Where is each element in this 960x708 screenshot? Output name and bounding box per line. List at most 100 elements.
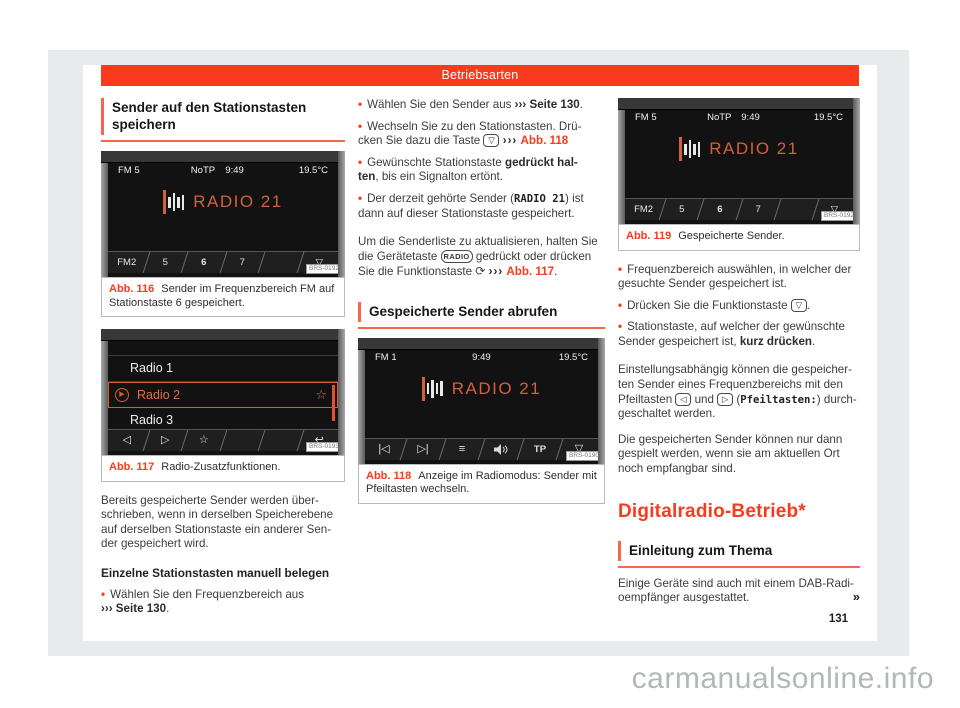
column-left: Sender auf den Stationstasten speichern …	[101, 98, 345, 624]
temperature-label: 19.5°C	[813, 112, 843, 123]
display-bezel-top	[358, 337, 605, 350]
station-name: RADIO 21	[451, 378, 542, 398]
now-playing: RADIO 21	[625, 134, 853, 164]
list-item: Radio 1	[108, 355, 338, 382]
band-label: FM 5	[118, 165, 140, 176]
display-statusbar: FM 5 NoTP 9:49 19.5°C	[625, 112, 853, 126]
figure-label: Abb. 117	[109, 461, 155, 473]
play-icon: ▶	[115, 388, 129, 402]
signal-bars-icon	[679, 137, 701, 161]
page-number: 131	[828, 613, 848, 625]
figure-reference[interactable]: Abb. 117	[506, 265, 555, 279]
now-playing: RADIO 21	[365, 374, 598, 404]
figure-116: FM 5 NoTP 9:49 19.5°C RADIO 21 FM2 5 6 7	[101, 151, 345, 317]
function-key-row: |◁ ▷| ≡ TP ▽	[365, 437, 598, 460]
preset-key-fm2: FM2	[634, 204, 654, 215]
radio-display-117: Radio 1 ▶ Radio 2 ☆ Radio 3 ◁ ▷ ☆	[101, 329, 345, 455]
down-arrow-key: ▽	[574, 442, 584, 455]
left-arrow-key: ◁	[122, 434, 131, 446]
display-bezel-top	[618, 98, 860, 110]
paragraph-dab: Einige Geräte sind auch mit einem DAB-Ra…	[618, 576, 860, 605]
figure-label: Abb. 116	[109, 283, 155, 295]
figure-label: Abb. 118	[366, 469, 412, 482]
figure-reference[interactable]: Abb. 118	[520, 134, 569, 148]
paragraph-pfeiltasten: Einstellungsabhängig können die gespeich…	[618, 363, 857, 421]
section-heading-stationstasten: Sender auf den Stationstasten speichern	[101, 98, 345, 142]
column-middle: Wählen Sie den Sender aus ››› Seite 130.…	[358, 98, 605, 516]
preset-key-5: 5	[679, 204, 685, 215]
figure-119-caption: Abb. 119 Gespeicherte Sender.	[618, 224, 860, 251]
preset-key-7: 7	[755, 204, 761, 215]
section-heading-abrufen: Gespeicherte Sender abrufen	[358, 301, 605, 329]
preset-key-6: 6	[201, 257, 207, 268]
next-station-key: ▷|	[417, 442, 429, 455]
paragraph-senderliste: Um die Senderliste zu aktualisieren, hal…	[358, 235, 598, 279]
radio-display-118: FM 1 9:49 19.5°C RADIO 21 |◁ ▷| ≡ TP	[358, 337, 605, 464]
signal-bars-icon	[421, 376, 443, 401]
station-list: Radio 1 ▶ Radio 2 ☆ Radio 3	[108, 355, 338, 434]
chapter-heading-digitalradio: Digitalradio-Betrieb*	[618, 500, 806, 522]
display-bezel-top	[101, 151, 345, 163]
down-arrow-key: ▽	[830, 204, 839, 215]
preset-key-5: 5	[162, 257, 168, 268]
right-arrow-key-icon: ▷	[717, 392, 734, 406]
figure-label: Abb. 119	[626, 230, 672, 242]
down-arrow-key-icon: ▽	[790, 298, 807, 312]
clock-label: 9:49	[225, 165, 244, 176]
figure-118-caption: Abb. 118 Anzeige im Radiomodus: Sender mi…	[358, 463, 605, 504]
station-name: RADIO 21	[709, 139, 799, 158]
now-playing: RADIO 21	[108, 187, 338, 217]
bullet-funktionstaste: Drücken Sie die Funktionstaste ▽.	[618, 298, 860, 314]
bullet-gedrueckt-halten: Gewünschte Stationstaste gedrückt hal- t…	[358, 156, 605, 185]
station-list-key: ≡	[458, 442, 466, 455]
figure-code: BRS-0192	[821, 211, 857, 221]
display-statusbar: FM 5 NoTP 9:49 19.5°C	[108, 165, 338, 179]
clock-label: 9:49	[741, 112, 760, 123]
radio-display-119: FM 5 NoTP 9:49 19.5°C RADIO 21 FM2 5 6 7	[618, 98, 860, 224]
tp-key: TP	[533, 443, 547, 455]
temperature-label: 19.5°C	[298, 165, 328, 176]
bullet-frequenzbereich-auswaehlen: Frequenzbereich auswählen, in welcher de…	[618, 263, 860, 292]
preset-key-fm2: FM2	[117, 257, 137, 268]
watermark: carmanualsonline.info	[631, 662, 934, 695]
speaker-icon	[482, 439, 520, 460]
preset-key-7: 7	[239, 257, 245, 268]
preset-key-6: 6	[717, 204, 723, 215]
continuation-mark: »	[852, 589, 860, 605]
bullet-frequenzbereich: Wählen Sie den Frequenzbereich aus ››› S…	[101, 588, 345, 617]
radio-display-116: FM 5 NoTP 9:49 19.5°C RADIO 21 FM2 5 6 7	[101, 151, 345, 277]
figure-code: BRS-0190	[566, 450, 602, 461]
down-arrow-key-icon: ▽	[483, 134, 500, 148]
bullet-sender-auswaehlen: Wählen Sie den Sender aus ››› Seite 130.	[358, 98, 605, 113]
column-right: FM 5 NoTP 9:49 19.5°C RADIO 21 FM2 5 6 7	[618, 98, 860, 617]
figure-118: FM 1 9:49 19.5°C RADIO 21 |◁ ▷| ≡ TP	[358, 337, 605, 504]
section-heading-einleitung: Einleitung zum Thema	[618, 540, 860, 568]
previous-station-key: |◁	[378, 442, 390, 455]
page-reference[interactable]: ››› Seite 130	[101, 602, 167, 616]
signal-bars-icon	[163, 190, 185, 214]
traffic-label: NoTP	[707, 112, 732, 123]
list-scrollbar	[332, 385, 335, 421]
figure-119: FM 5 NoTP 9:49 19.5°C RADIO 21 FM2 5 6 7	[618, 98, 860, 251]
page-reference[interactable]: ››› Seite 130	[514, 98, 580, 111]
subheading-manuell-belegen: Einzelne Stationstasten manuell belegen	[101, 565, 330, 580]
figure-code: BRS-0193	[306, 442, 342, 452]
station-name-inline: RADIO 21	[514, 192, 566, 205]
down-arrow-key: ▽	[315, 257, 323, 268]
chapter-header: Betriebsarten	[101, 65, 859, 86]
page-margin: Betriebsarten Sender auf den Stationstas…	[48, 50, 909, 656]
figure-code: BRS-0192	[306, 264, 342, 274]
figure-117-caption: Abb. 117 Radio-Zusatzfunktionen.	[101, 455, 345, 482]
traffic-label: NoTP	[190, 165, 216, 176]
back-key: ↩	[314, 434, 324, 446]
station-name: RADIO 21	[193, 192, 283, 211]
paragraph-overwrite: Bereits gespeicherte Sender werden über-…	[101, 493, 334, 551]
figure-117: Radio 1 ▶ Radio 2 ☆ Radio 3 ◁ ▷ ☆	[101, 329, 345, 482]
clock-label: 9:49	[472, 351, 491, 363]
radio-hardkey-icon: RADIO	[440, 249, 473, 263]
favorite-star-icon: ☆	[315, 387, 327, 402]
refresh-icon: ⟳	[475, 264, 486, 279]
display-statusbar: FM 1 9:49 19.5°C	[365, 352, 598, 366]
display-bezel-top	[101, 329, 345, 341]
paragraph-empfangbar: Die gespeicherten Sender können nur dann…	[618, 432, 843, 476]
